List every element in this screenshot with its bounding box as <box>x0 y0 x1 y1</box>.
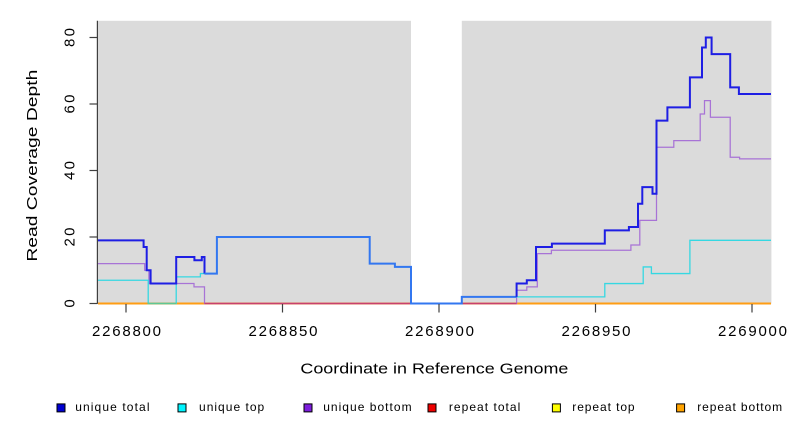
svg-text:Read Coverage Depth: Read Coverage Depth <box>24 70 41 262</box>
svg-text:repeat bottom: repeat bottom <box>697 400 782 414</box>
svg-text:unique bottom: unique bottom <box>323 400 411 414</box>
svg-text:40: 40 <box>62 161 79 180</box>
svg-text:20: 20 <box>62 228 79 247</box>
svg-text:2268950: 2268950 <box>562 323 631 340</box>
svg-text:unique total: unique total <box>75 400 149 414</box>
svg-text:80: 80 <box>62 28 79 47</box>
svg-text:60: 60 <box>62 95 79 114</box>
svg-text:0: 0 <box>62 299 79 307</box>
svg-text:2269000: 2269000 <box>718 323 787 340</box>
svg-text:unique top: unique top <box>199 400 265 414</box>
svg-text:2268800: 2268800 <box>92 323 161 340</box>
svg-text:repeat total: repeat total <box>449 400 520 414</box>
svg-text:2268900: 2268900 <box>405 323 474 340</box>
svg-text:Coordinate in Reference Genome: Coordinate in Reference Genome <box>300 361 568 378</box>
svg-text:repeat top: repeat top <box>572 400 635 414</box>
svg-text:2268850: 2268850 <box>249 323 318 340</box>
